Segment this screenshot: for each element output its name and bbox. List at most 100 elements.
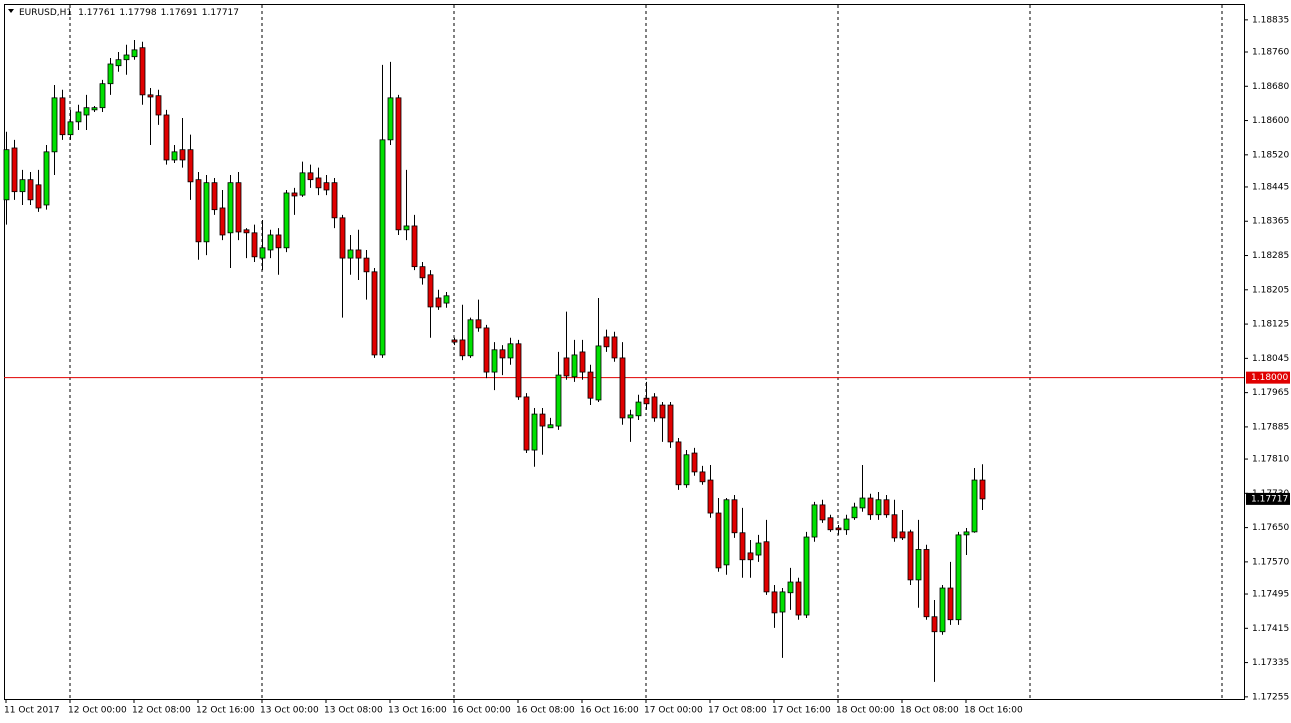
candle-body (635, 401, 642, 417)
candle-body (291, 192, 298, 197)
y-tick-label: 1.17415 (1252, 624, 1289, 634)
candle-body (979, 479, 986, 500)
y-tick-label: 1.18205 (1252, 285, 1289, 295)
candle-body (131, 49, 138, 58)
candle-body (195, 179, 202, 243)
y-tick-label: 1.17885 (1252, 422, 1289, 432)
candle-body (27, 179, 34, 201)
candle-body (763, 541, 770, 593)
symbol: EURUSD,H1 (19, 8, 72, 18)
candle-body (419, 266, 426, 279)
candle-body (43, 151, 50, 206)
x-tick-label: 18 Oct 00:00 (836, 706, 895, 716)
candle-body (707, 479, 714, 514)
y-tick-label: 1.17965 (1252, 388, 1289, 398)
candle-body (19, 179, 26, 193)
chart-header: EURUSD,H1 1.17761 1.17798 1.17691 1.17717 (19, 8, 239, 18)
candle-body (251, 232, 258, 258)
candle-body (235, 182, 242, 233)
x-tick-label: 16 Oct 00:00 (452, 706, 511, 716)
y-tick-label: 1.18760 (1252, 47, 1289, 57)
y-tick-label: 1.18680 (1252, 82, 1289, 92)
y-tick-label: 1.18835 (1252, 15, 1289, 25)
candle-body (243, 229, 250, 234)
x-tick-label: 13 Oct 00:00 (260, 706, 319, 716)
y-tick-label: 1.17335 (1252, 658, 1289, 668)
candle-body (475, 319, 482, 329)
candle-body (795, 581, 802, 616)
candle-body (771, 591, 778, 614)
x-tick-label: 12 Oct 16:00 (196, 706, 255, 716)
candle-body (627, 414, 634, 419)
y-tick-label: 1.17570 (1252, 557, 1289, 567)
candle-body (611, 336, 618, 359)
candle-body (435, 297, 442, 308)
candle-body (515, 343, 522, 398)
candle-body (211, 182, 218, 211)
candle-body (819, 504, 826, 521)
candle-body (955, 534, 962, 621)
candle-body (659, 404, 666, 419)
candle-body (163, 114, 170, 161)
candle-body (555, 374, 562, 427)
candle-body (91, 107, 98, 111)
candle-body (875, 499, 882, 516)
candle-body (907, 531, 914, 581)
candle-body (499, 349, 506, 359)
x-tick-label: 17 Oct 08:00 (708, 706, 767, 716)
candle-body (691, 452, 698, 473)
x-tick-label: 17 Oct 16:00 (772, 706, 831, 716)
candle-body (731, 499, 738, 534)
y-tick-label: 1.17255 (1252, 692, 1289, 702)
candle-body (139, 47, 146, 96)
candle-body (35, 184, 42, 209)
candle-body (803, 536, 810, 616)
candle-body (643, 397, 650, 405)
candle-body (379, 139, 386, 356)
y-tick-label: 1.17810 (1252, 455, 1289, 465)
candle-body (411, 225, 418, 268)
candle-body (547, 424, 554, 429)
candle-body (171, 151, 178, 161)
candle-body (99, 83, 106, 109)
candle-body (467, 319, 474, 357)
x-tick-label: 12 Oct 08:00 (132, 706, 191, 716)
candle-body (227, 182, 234, 234)
candle-body (387, 97, 394, 141)
candle-body (923, 549, 930, 618)
candle-body (867, 497, 874, 516)
candle-body (331, 182, 338, 219)
candle-body (283, 192, 290, 249)
candle-body (579, 351, 586, 373)
candle-body (811, 504, 818, 538)
candle-body (715, 512, 722, 569)
candle-body (603, 336, 610, 348)
y-tick-label: 1.18045 (1252, 354, 1289, 364)
plot-frame (4, 4, 1245, 700)
candle-body (363, 257, 370, 273)
candle-body (355, 249, 362, 259)
candle-body (971, 479, 978, 533)
candle-body (443, 295, 450, 304)
candle-body (123, 54, 130, 61)
candle-body (963, 531, 970, 536)
candle-body (259, 247, 266, 259)
candle-body (667, 404, 674, 443)
y-tick-label: 1.18520 (1252, 150, 1289, 160)
candle-body (347, 249, 354, 259)
x-tick-label: 16 Oct 16:00 (580, 706, 639, 716)
candle-body (755, 542, 762, 556)
candle-body (11, 147, 18, 193)
y-tick-label: 1.18365 (1252, 217, 1289, 227)
header-low: 1.17691 (161, 8, 198, 18)
candle-body (683, 454, 690, 486)
y-tick-label: 1.17650 (1252, 523, 1289, 533)
candle-body (307, 172, 314, 181)
candle-body (843, 518, 850, 531)
x-tick-label: 11 Oct 2017 (4, 706, 60, 716)
x-tick-label: 12 Oct 00:00 (68, 706, 127, 716)
candle-body (675, 441, 682, 486)
candle-body (891, 514, 898, 539)
x-tick-label: 17 Oct 00:00 (644, 706, 703, 716)
candle-body (315, 177, 322, 189)
